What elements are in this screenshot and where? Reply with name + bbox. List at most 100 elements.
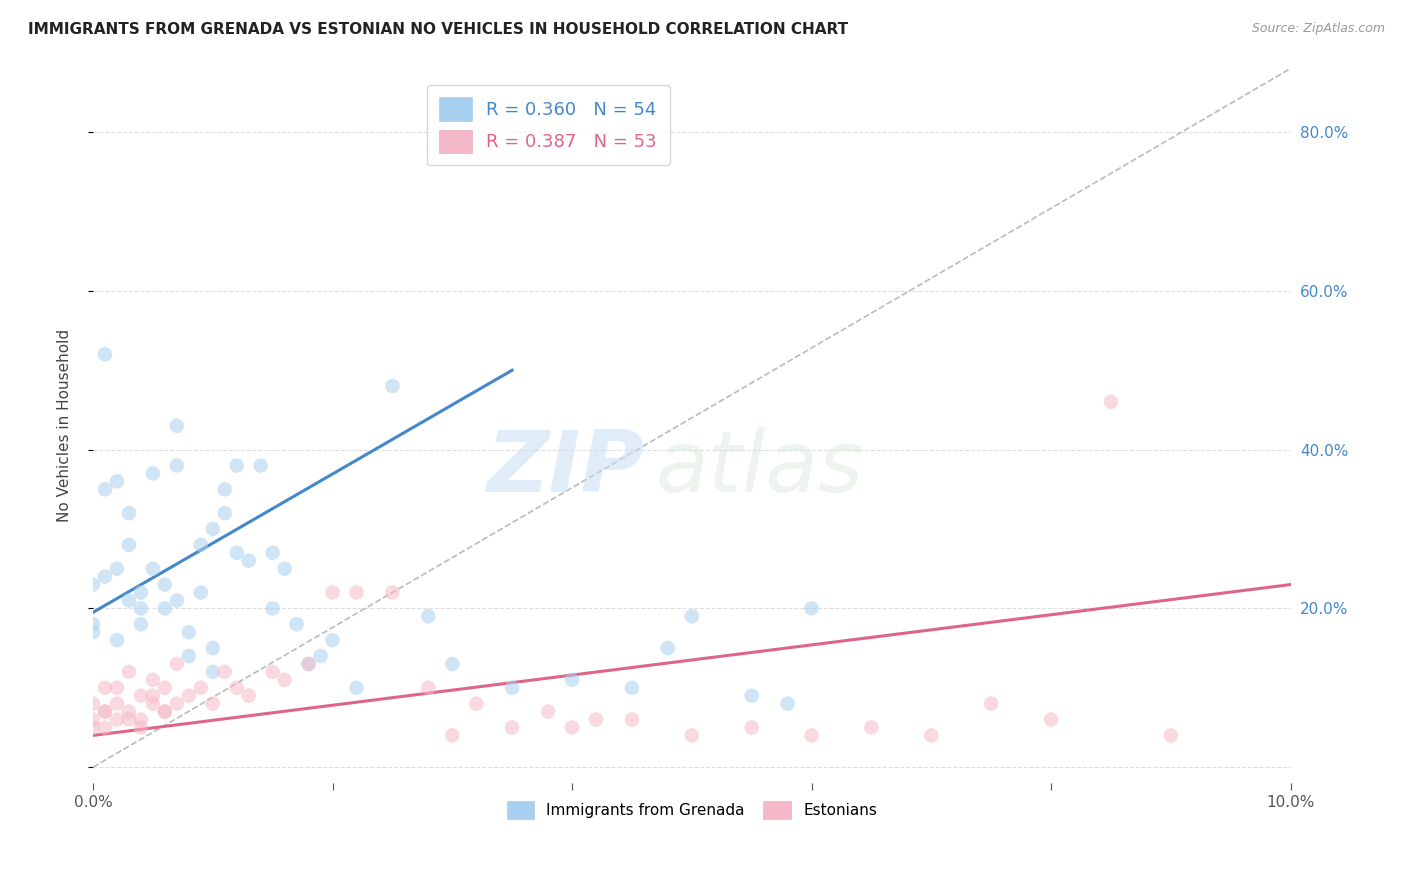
Point	[346, 681, 368, 695]
Point	[418, 681, 440, 695]
Point	[441, 657, 464, 671]
Point	[273, 673, 295, 687]
Point	[1160, 728, 1182, 742]
Point	[741, 721, 763, 735]
Point	[153, 601, 176, 615]
Point	[129, 689, 152, 703]
Point	[129, 721, 152, 735]
Point	[501, 681, 523, 695]
Point	[118, 705, 141, 719]
Point	[153, 705, 176, 719]
Point	[153, 577, 176, 591]
Point	[980, 697, 1002, 711]
Point	[129, 601, 152, 615]
Point	[190, 681, 212, 695]
Point	[153, 705, 176, 719]
Point	[105, 562, 128, 576]
Point	[118, 665, 141, 679]
Point	[561, 673, 583, 687]
Point	[105, 681, 128, 695]
Point	[201, 641, 224, 656]
Point	[105, 475, 128, 489]
Point	[800, 601, 823, 615]
Point	[118, 506, 141, 520]
Point	[214, 506, 236, 520]
Point	[129, 585, 152, 599]
Point	[129, 713, 152, 727]
Point	[82, 617, 104, 632]
Point	[1040, 713, 1063, 727]
Point	[177, 689, 200, 703]
Point	[82, 697, 104, 711]
Point	[322, 585, 344, 599]
Point	[561, 721, 583, 735]
Point	[142, 673, 165, 687]
Point	[225, 681, 247, 695]
Point	[94, 705, 117, 719]
Point	[262, 665, 284, 679]
Point	[225, 458, 247, 473]
Point	[249, 458, 271, 473]
Point	[214, 483, 236, 497]
Point	[166, 697, 188, 711]
Point	[105, 713, 128, 727]
Point	[309, 648, 332, 663]
Point	[214, 665, 236, 679]
Point	[118, 713, 141, 727]
Point	[105, 697, 128, 711]
Point	[620, 713, 643, 727]
Point	[418, 609, 440, 624]
Point	[800, 728, 823, 742]
Point	[681, 609, 703, 624]
Point	[297, 657, 319, 671]
Point	[1099, 395, 1122, 409]
Point	[657, 641, 679, 656]
Point	[82, 625, 104, 640]
Point	[681, 728, 703, 742]
Point	[82, 577, 104, 591]
Point	[94, 569, 117, 583]
Point	[238, 554, 260, 568]
Text: IMMIGRANTS FROM GRENADA VS ESTONIAN NO VEHICLES IN HOUSEHOLD CORRELATION CHART: IMMIGRANTS FROM GRENADA VS ESTONIAN NO V…	[28, 22, 848, 37]
Point	[142, 689, 165, 703]
Point	[82, 721, 104, 735]
Point	[166, 657, 188, 671]
Point	[201, 665, 224, 679]
Point	[94, 681, 117, 695]
Point	[297, 657, 319, 671]
Point	[381, 585, 404, 599]
Point	[262, 601, 284, 615]
Point	[201, 522, 224, 536]
Point	[776, 697, 799, 711]
Point	[273, 562, 295, 576]
Y-axis label: No Vehicles in Household: No Vehicles in Household	[58, 329, 72, 523]
Point	[142, 467, 165, 481]
Point	[537, 705, 560, 719]
Point	[105, 633, 128, 648]
Point	[94, 483, 117, 497]
Point	[201, 697, 224, 711]
Text: Source: ZipAtlas.com: Source: ZipAtlas.com	[1251, 22, 1385, 36]
Point	[82, 713, 104, 727]
Point	[177, 648, 200, 663]
Point	[860, 721, 883, 735]
Point	[177, 625, 200, 640]
Point	[262, 546, 284, 560]
Point	[501, 721, 523, 735]
Point	[346, 585, 368, 599]
Point	[142, 697, 165, 711]
Point	[585, 713, 607, 727]
Point	[238, 689, 260, 703]
Point	[920, 728, 942, 742]
Point	[129, 617, 152, 632]
Point	[166, 458, 188, 473]
Point	[285, 617, 308, 632]
Point	[94, 347, 117, 361]
Point	[142, 562, 165, 576]
Point	[190, 538, 212, 552]
Point	[190, 585, 212, 599]
Point	[118, 593, 141, 607]
Text: atlas: atlas	[655, 427, 863, 510]
Point	[166, 593, 188, 607]
Point	[118, 538, 141, 552]
